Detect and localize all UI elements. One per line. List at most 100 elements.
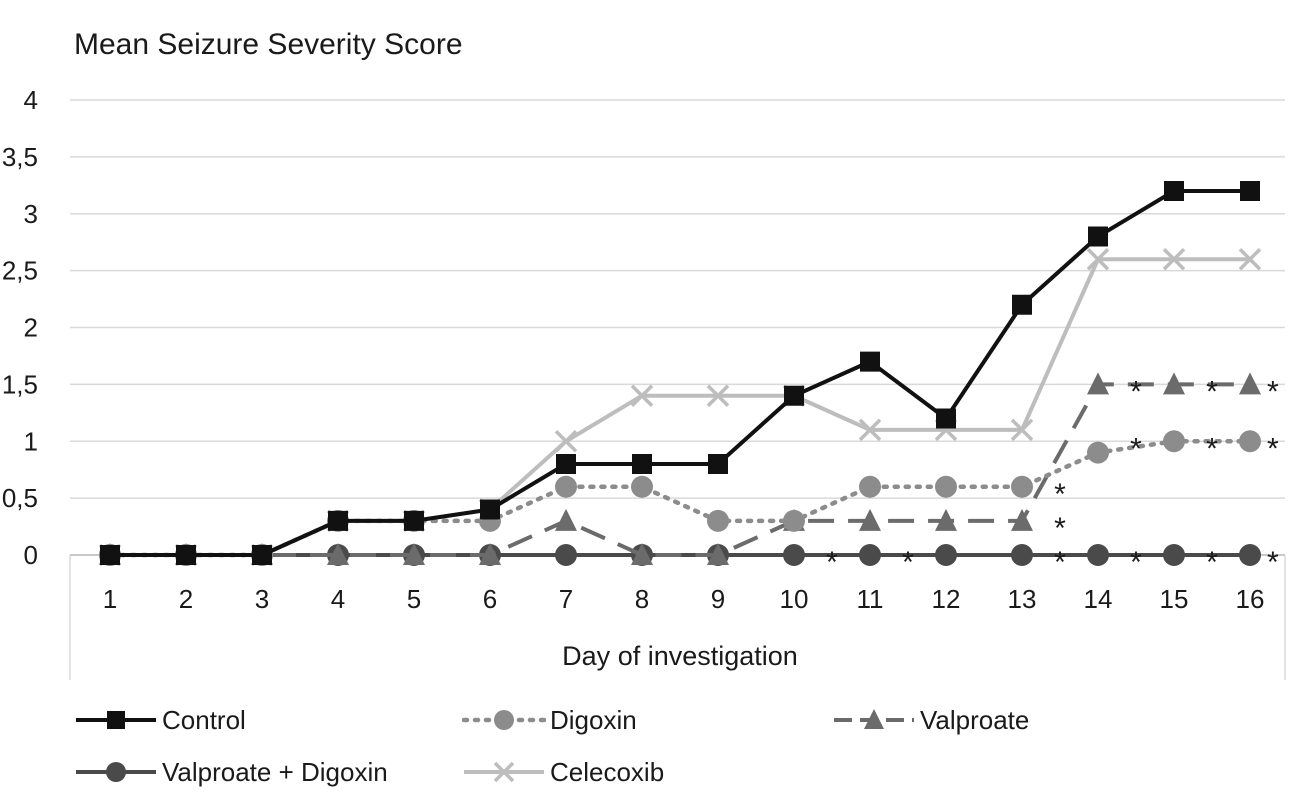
- significance-asterisk: *: [1267, 432, 1279, 465]
- x-tick-label: 2: [179, 584, 193, 614]
- series-valproate: [99, 372, 1261, 565]
- significance-asterisk: *: [1054, 512, 1066, 545]
- series-line: [107, 439, 1253, 558]
- data-point: [707, 543, 729, 565]
- significance-asterisk: *: [1206, 432, 1218, 465]
- data-point: [860, 351, 880, 372]
- data-point: [631, 475, 653, 498]
- y-tick-label: 2,5: [2, 256, 38, 286]
- data-point: [1011, 508, 1033, 531]
- x-tick-label: 13: [1008, 584, 1037, 614]
- data-point: [859, 475, 881, 498]
- data-point: [784, 385, 804, 406]
- data-point: [859, 508, 881, 531]
- series-layer: [98, 181, 1262, 567]
- legend-marker: [494, 710, 514, 730]
- data-point: [176, 545, 196, 565]
- data-point: [480, 499, 500, 520]
- data-point: [1239, 544, 1261, 566]
- legend-marker: [107, 711, 125, 729]
- legend-item: Valproate + Digoxin: [74, 750, 388, 794]
- significance-asterisk: *: [1130, 432, 1142, 465]
- significance-asterisk: *: [1054, 478, 1066, 511]
- y-tick-label: 3: [24, 199, 38, 229]
- data-point: [1238, 248, 1262, 271]
- significance-asterisk: *: [1130, 546, 1142, 579]
- legend-item: Digoxin: [462, 698, 637, 742]
- y-tick-labels: 0 0,5 1 1,5 2 2,5 3 3,5 4: [2, 85, 38, 570]
- data-point: [1087, 441, 1109, 464]
- x-axis-title: Day of investigation: [562, 641, 798, 671]
- data-point: [706, 384, 730, 407]
- data-point: [858, 418, 882, 442]
- data-point: [555, 508, 577, 531]
- data-point: [100, 545, 120, 565]
- legend-label: Control: [162, 704, 246, 735]
- data-point: [632, 454, 652, 474]
- data-point: [1239, 430, 1261, 453]
- data-point: [554, 430, 578, 453]
- plot-frame: [69, 555, 1286, 680]
- legend-swatch: [834, 709, 914, 729]
- legend-swatch: [76, 762, 156, 782]
- data-point: [1087, 372, 1109, 395]
- x-tick-label: 14: [1084, 584, 1113, 614]
- legend: Control Digoxin Valproate Valproate + Digox…: [74, 698, 1274, 798]
- data-point: [707, 509, 729, 532]
- legend-label: Celecoxib: [550, 756, 665, 787]
- y-tick-label: 3,5: [2, 142, 38, 172]
- data-point: [555, 475, 577, 498]
- x-tick-label: 5: [407, 584, 421, 614]
- legend-label: Valproate: [920, 704, 1030, 735]
- series-line: [110, 382, 1250, 557]
- data-point: [935, 508, 957, 531]
- legend-item: Celecoxib: [462, 750, 664, 794]
- gridlines: [70, 99, 1285, 556]
- y-tick-label: 1,5: [2, 369, 38, 399]
- y-tick-label: 2: [24, 313, 38, 343]
- significance-asterisk: *: [1130, 375, 1142, 408]
- y-tick-label: 4: [24, 85, 38, 115]
- legend-marker: [493, 761, 515, 783]
- x-tick-label: 11: [857, 584, 884, 614]
- data-point: [935, 475, 957, 498]
- y-tick-label: 1: [24, 426, 38, 456]
- significance-asterisk: *: [1267, 546, 1279, 579]
- data-point: [327, 543, 349, 565]
- x-tick-label: 7: [559, 584, 573, 614]
- x-tick-label: 8: [635, 584, 649, 614]
- data-point: [1088, 226, 1108, 247]
- data-point: [1240, 181, 1260, 201]
- x-tick-label: 1: [103, 584, 117, 614]
- significance-asterisk: *: [1206, 546, 1218, 579]
- annotations-layer: * * * * * **** * ** * *: [826, 375, 1279, 579]
- y-tick-label: 0,5: [2, 483, 38, 513]
- legend-label: Digoxin: [550, 704, 637, 735]
- x-tick-label: 12: [932, 584, 961, 614]
- significance-asterisk: *: [1206, 375, 1218, 408]
- significance-asterisk: *: [1054, 546, 1066, 579]
- data-point: [1087, 544, 1109, 566]
- data-point: [783, 544, 805, 566]
- x-tick-label: 9: [711, 584, 725, 614]
- legend-swatch: [464, 761, 544, 783]
- data-point: [555, 544, 577, 566]
- data-point: [630, 384, 654, 407]
- data-point: [1012, 294, 1032, 315]
- x-tick-label: 3: [255, 584, 269, 614]
- data-point: [328, 510, 348, 531]
- data-point: [859, 544, 881, 566]
- legend-swatch: [462, 710, 546, 730]
- legend-marker: [106, 762, 126, 782]
- data-point: [935, 544, 957, 566]
- legend-item: Control: [74, 698, 246, 742]
- data-point: [1011, 475, 1033, 498]
- data-point: [1011, 544, 1033, 566]
- data-point: [1162, 248, 1186, 271]
- y-tick-label: 0: [24, 540, 38, 570]
- data-point: [252, 545, 272, 565]
- data-point: [1086, 248, 1110, 271]
- data-point: [479, 543, 501, 565]
- legend-item: Valproate: [832, 698, 1029, 742]
